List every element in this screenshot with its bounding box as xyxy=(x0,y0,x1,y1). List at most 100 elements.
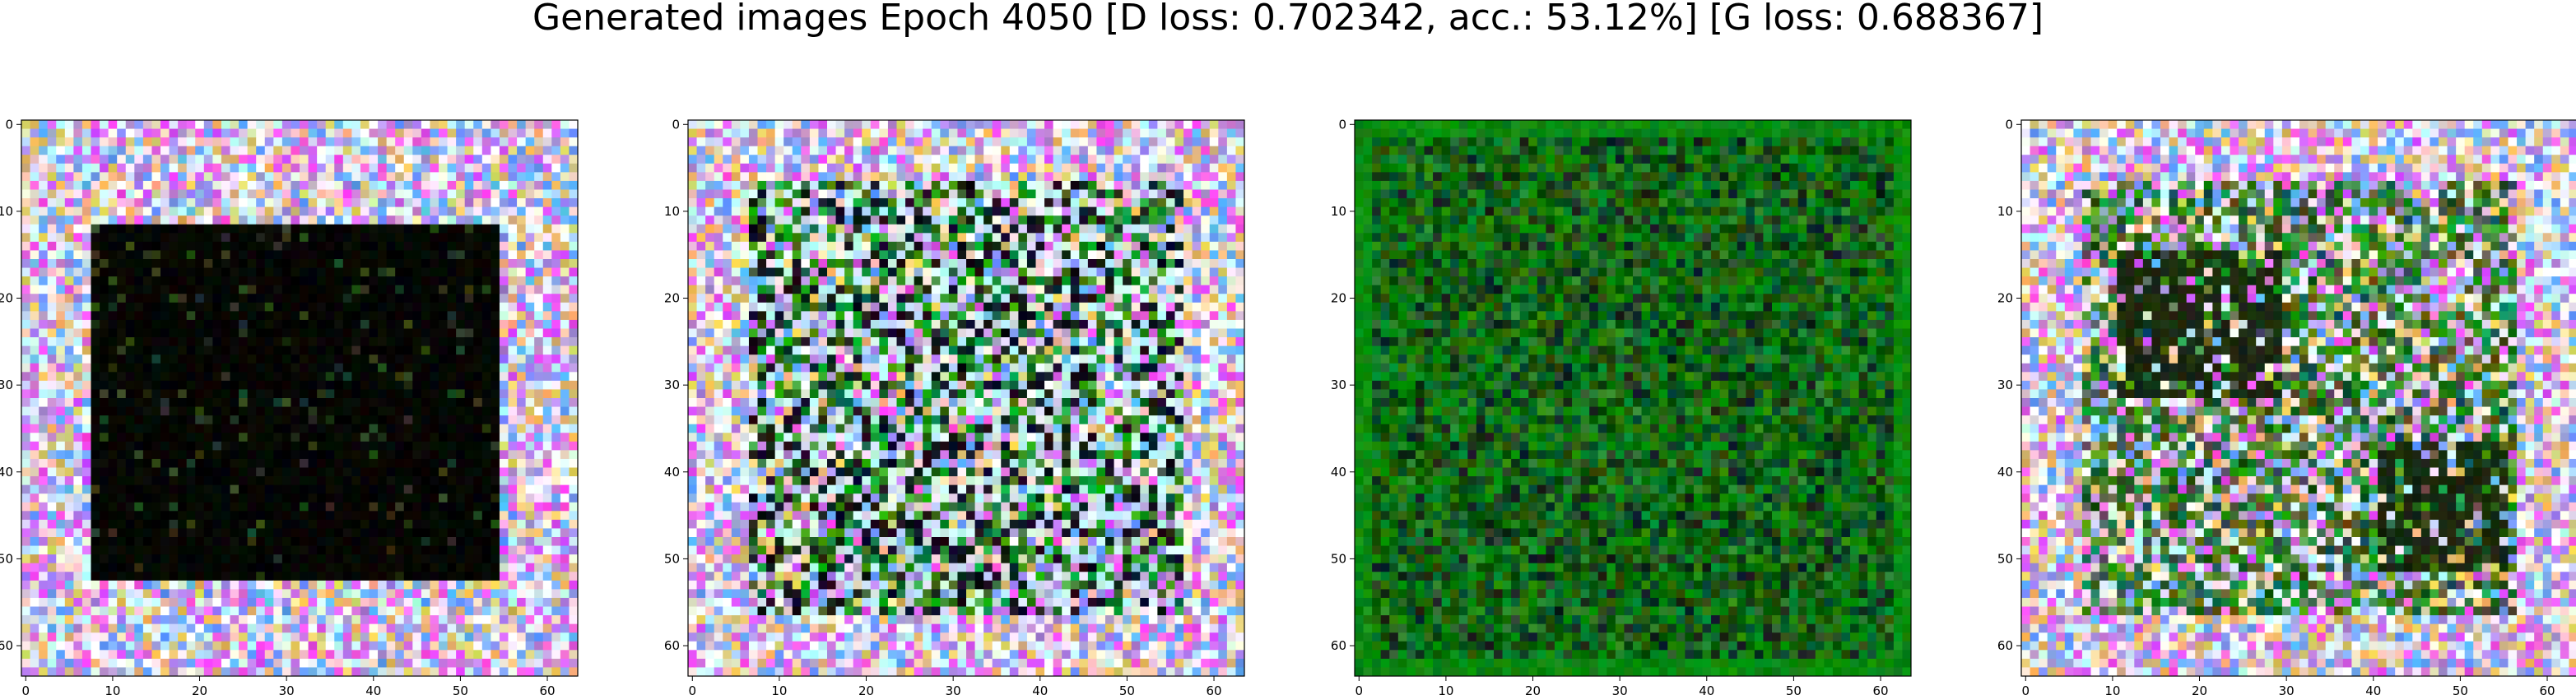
pixel xyxy=(766,189,776,199)
pixel xyxy=(325,667,335,677)
pixel xyxy=(64,189,74,199)
pixel xyxy=(169,328,179,338)
pixel xyxy=(525,128,535,138)
pixel xyxy=(273,537,283,546)
pixel xyxy=(403,259,413,268)
pixel xyxy=(491,519,500,529)
pixel xyxy=(491,285,500,294)
pixel xyxy=(291,632,300,642)
pixel xyxy=(1070,189,1080,199)
pixel xyxy=(221,302,230,312)
pixel xyxy=(56,623,66,633)
pixel xyxy=(308,537,318,546)
pixel xyxy=(827,224,836,234)
pixel xyxy=(21,206,30,216)
pixel xyxy=(100,302,109,312)
pixel xyxy=(230,450,239,460)
pixel xyxy=(1105,155,1114,164)
pixel xyxy=(308,433,318,442)
pixel xyxy=(378,206,388,216)
pixel xyxy=(108,650,118,660)
pixel xyxy=(430,563,439,572)
pixel xyxy=(230,354,239,364)
pixel xyxy=(456,398,466,407)
pixel xyxy=(47,415,57,425)
pixel xyxy=(818,172,828,182)
pixel xyxy=(325,615,335,625)
pixel xyxy=(551,189,561,199)
pixel xyxy=(281,658,291,668)
pixel xyxy=(517,650,527,660)
pixel xyxy=(992,189,1002,199)
pixel xyxy=(151,623,161,633)
pixel xyxy=(386,172,396,182)
pixel xyxy=(1140,137,1150,147)
pixel xyxy=(108,345,118,355)
pixel xyxy=(386,285,396,294)
pixel xyxy=(508,311,518,321)
pixel xyxy=(439,155,448,164)
pixel xyxy=(308,128,318,138)
pixel xyxy=(117,128,127,138)
pixel xyxy=(39,502,49,512)
pixel xyxy=(992,215,1002,225)
pixel xyxy=(1157,137,1167,147)
pixel xyxy=(421,528,430,538)
pixel xyxy=(560,467,570,477)
pixel xyxy=(239,563,249,572)
pixel xyxy=(456,363,466,373)
pixel xyxy=(491,615,500,625)
pixel xyxy=(456,545,466,555)
pixel xyxy=(748,128,758,138)
pixel xyxy=(281,615,291,625)
pixel xyxy=(264,641,274,651)
pixel xyxy=(844,180,854,190)
pixel xyxy=(456,424,466,433)
pixel xyxy=(186,267,196,277)
pixel xyxy=(525,389,535,399)
pixel xyxy=(525,311,535,321)
pixel xyxy=(439,667,448,677)
pixel xyxy=(360,146,370,155)
pixel xyxy=(203,433,213,442)
pixel xyxy=(230,120,239,129)
pixel xyxy=(221,589,230,599)
pixel xyxy=(317,502,327,512)
pixel xyxy=(195,650,205,660)
pixel xyxy=(439,632,448,642)
pixel xyxy=(783,172,793,182)
pixel xyxy=(334,398,344,407)
pixel xyxy=(1174,128,1184,138)
pixel xyxy=(447,259,457,268)
pixel xyxy=(21,597,30,607)
pixel xyxy=(473,467,483,477)
pixel xyxy=(905,189,915,199)
pixel xyxy=(73,528,83,538)
pixel xyxy=(378,641,388,651)
pixel xyxy=(696,146,706,155)
pixel xyxy=(1123,155,1132,164)
pixel xyxy=(221,441,230,451)
pixel xyxy=(212,311,222,321)
pixel xyxy=(983,198,993,208)
pixel xyxy=(1157,155,1167,164)
pixel xyxy=(792,137,802,147)
pixel xyxy=(142,398,152,407)
pixel xyxy=(64,163,74,173)
pixel xyxy=(325,658,335,668)
pixel xyxy=(430,441,439,451)
pixel xyxy=(325,354,335,364)
pixel xyxy=(317,519,327,529)
pixel xyxy=(73,267,83,277)
pixel xyxy=(705,172,715,182)
pixel xyxy=(108,120,118,129)
pixel xyxy=(178,241,188,251)
pixel xyxy=(91,215,100,225)
pixel xyxy=(230,189,239,199)
pixel xyxy=(534,259,544,268)
pixel xyxy=(412,206,422,216)
pixel xyxy=(542,597,552,607)
pixel xyxy=(91,545,100,555)
pixel xyxy=(317,484,327,494)
pixel xyxy=(221,172,230,182)
